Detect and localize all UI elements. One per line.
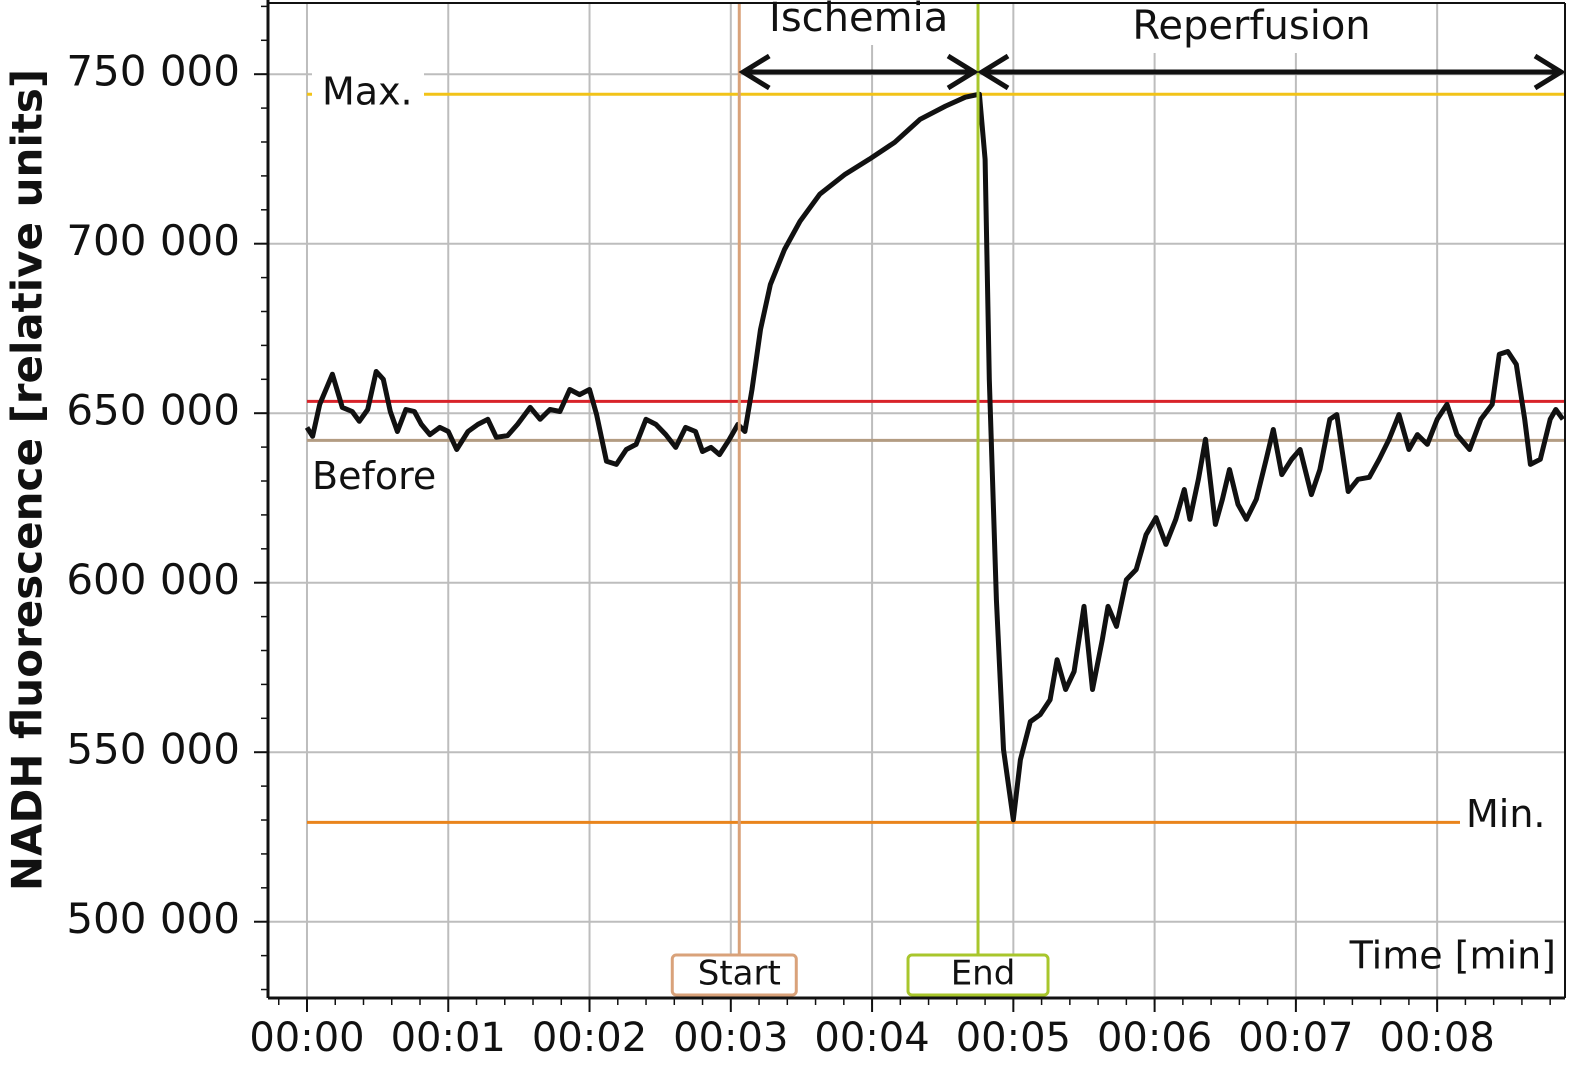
phase-arrow xyxy=(738,53,979,91)
x-tick-label: 00:08 xyxy=(1380,1015,1495,1061)
x-tick-label: 00:00 xyxy=(249,1015,364,1061)
arrow-head xyxy=(977,53,1010,91)
event-label: End xyxy=(951,954,1016,994)
arrow-head xyxy=(738,53,771,91)
x-tick-label: 00:05 xyxy=(956,1015,1071,1061)
event-box-frame xyxy=(906,953,1050,997)
y-tick-label: 650 000 xyxy=(66,386,240,435)
arrow-head xyxy=(1533,53,1566,91)
x-tick-label: 00:03 xyxy=(673,1015,788,1061)
y-tick-label: 550 000 xyxy=(66,725,240,774)
y-tick-label: 750 000 xyxy=(66,47,240,96)
x-tick-label: 00:01 xyxy=(391,1015,506,1061)
y-tick-label: 700 000 xyxy=(66,216,240,265)
y-tick-label: 600 000 xyxy=(66,555,240,604)
arrow-head xyxy=(946,53,979,91)
event-box: End xyxy=(906,953,1050,997)
data-line xyxy=(304,91,1565,823)
y-axis-label: NADH fluorescence [relative units] xyxy=(3,69,52,891)
reference-label: Min. xyxy=(1466,792,1546,836)
x-tick-label: 00:02 xyxy=(532,1015,647,1061)
event-label: Start xyxy=(698,954,781,994)
y-tick-label: 500 000 xyxy=(66,894,240,943)
phase-label: Ischemia xyxy=(769,0,948,41)
label-bg xyxy=(761,0,957,45)
reference-label: Max. xyxy=(322,70,413,114)
phase-arrow xyxy=(977,53,1566,91)
label-bg xyxy=(312,72,424,117)
x-axis-label: Time [min] xyxy=(1349,934,1556,978)
x-tick-label: 00:04 xyxy=(814,1015,929,1061)
x-tick-label: 00:07 xyxy=(1238,1015,1353,1061)
reference-label: Before xyxy=(312,454,436,498)
label-bg xyxy=(1124,0,1379,53)
phase-label: Reperfusion xyxy=(1132,3,1370,49)
event-box-frame xyxy=(670,953,798,997)
x-tick-label: 00:06 xyxy=(1097,1015,1212,1061)
event-box: Start xyxy=(670,953,798,997)
